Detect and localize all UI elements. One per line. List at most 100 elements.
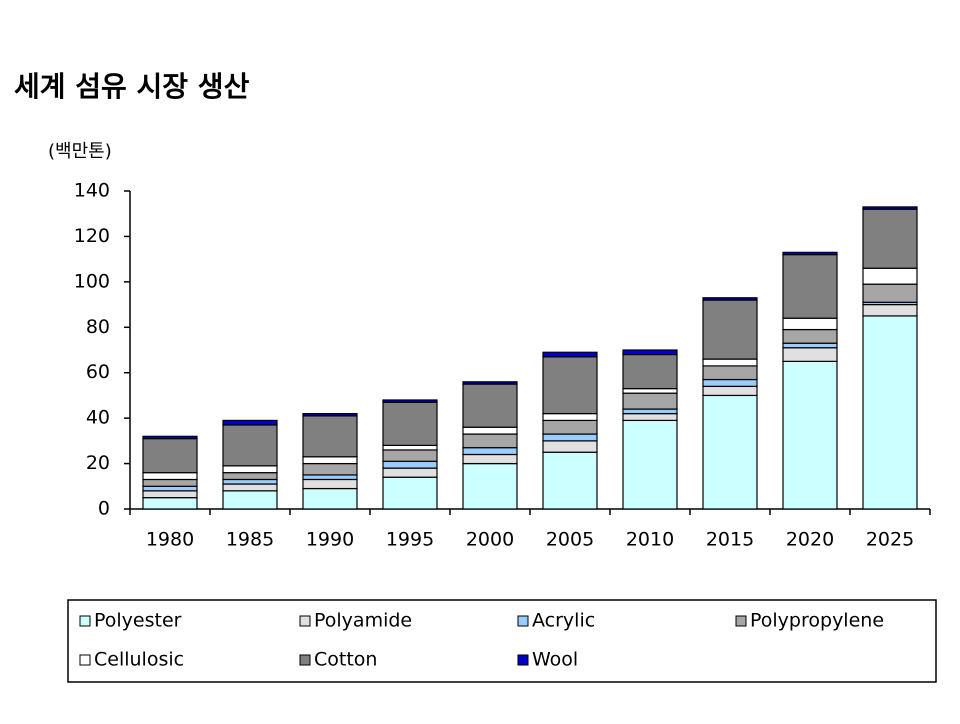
bar-segment — [382, 467, 438, 478]
legend-label: Cotton — [314, 649, 377, 671]
bar-segment — [622, 392, 678, 410]
x-tick-label: 1995 — [386, 529, 434, 551]
bar-segment — [142, 437, 198, 474]
bar-segment — [302, 478, 358, 490]
bar-segment — [782, 360, 838, 510]
y-tick-label: 40 — [86, 407, 110, 429]
bar-segment — [782, 251, 838, 256]
x-tick-label: 2000 — [466, 529, 514, 551]
bar-segment — [702, 299, 758, 360]
legend-label: Polyester — [94, 610, 182, 632]
bar-segment — [382, 401, 438, 447]
bar-segment — [862, 267, 918, 285]
y-axis-label: (백만톤) — [48, 141, 112, 162]
bar-segment — [782, 317, 838, 331]
bar-segment — [382, 476, 438, 510]
bar-segment — [542, 433, 598, 442]
bar-segment — [462, 381, 518, 385]
bar-segment — [462, 462, 518, 510]
bar-segment — [382, 399, 438, 403]
bar-segment — [862, 206, 918, 210]
bar-segment — [302, 487, 358, 510]
bar-segment — [542, 413, 598, 422]
bar-segment — [702, 394, 758, 510]
bar-segment — [622, 419, 678, 510]
legend-swatch — [79, 654, 91, 666]
chart-title: 세계 섬유 시장 생산 — [14, 70, 250, 103]
bar-segment — [462, 453, 518, 465]
y-tick-label: 20 — [86, 452, 110, 474]
bar-segment — [622, 388, 678, 394]
x-tick-label: 1985 — [226, 529, 274, 551]
bar-segment — [302, 415, 358, 458]
bar-segment — [302, 413, 358, 417]
y-tick-label: 60 — [86, 361, 110, 383]
x-tick-label: 2015 — [706, 529, 754, 551]
x-tick-label: 1990 — [306, 529, 354, 551]
bar-segment — [782, 328, 838, 344]
y-tick-label: 100 — [74, 270, 110, 292]
legend-label: Polyamide — [314, 610, 412, 632]
bar-segment — [702, 385, 758, 397]
bar-segment — [142, 497, 198, 510]
legend-label: Acrylic — [532, 610, 595, 632]
bar-segment — [782, 347, 838, 362]
bar-segment — [142, 472, 198, 481]
legend-swatch — [517, 654, 529, 666]
legend-label: Cellulosic — [94, 649, 184, 671]
bar-segment — [302, 462, 358, 476]
bar-segment — [222, 478, 278, 485]
bar-segment — [782, 342, 838, 349]
bar-segment — [222, 472, 278, 481]
bar-segment — [542, 419, 598, 435]
y-tick-label: 80 — [86, 316, 110, 338]
bar-segment — [862, 208, 918, 269]
bar-segment — [142, 435, 198, 440]
legend-label: Polypropylene — [750, 610, 884, 632]
y-tick-label: 120 — [74, 225, 110, 247]
legend-swatch — [735, 615, 747, 627]
bar-segment — [782, 254, 838, 319]
bar-segment — [142, 485, 198, 492]
bar-segment — [222, 424, 278, 467]
x-tick-label: 1980 — [146, 529, 194, 551]
bar-segment — [382, 444, 438, 451]
legend-box — [67, 599, 937, 683]
bar-segment — [222, 490, 278, 510]
bar-segment — [542, 451, 598, 510]
bar-segment — [862, 315, 918, 510]
bar-segment — [462, 433, 518, 449]
x-tick-label: 2010 — [626, 529, 674, 551]
x-tick-label: 2025 — [866, 529, 914, 551]
bar-segment — [702, 297, 758, 301]
bar-segment — [462, 447, 518, 456]
legend-swatch — [79, 615, 91, 627]
bar-segment — [222, 465, 278, 474]
legend-swatch — [517, 615, 529, 627]
bar-segment — [462, 383, 518, 428]
bar-segment — [302, 474, 358, 481]
bar-segment — [622, 408, 678, 415]
bar-segment — [222, 419, 278, 426]
bar-segment — [542, 356, 598, 415]
bar-segment — [142, 490, 198, 499]
legend-swatch — [299, 654, 311, 666]
bar-segment — [302, 456, 358, 465]
bar-segment — [142, 478, 198, 487]
y-tick-label: 0 — [98, 498, 110, 520]
bar-segment — [702, 378, 758, 387]
x-tick-label: 2020 — [786, 529, 834, 551]
x-tick-label: 2005 — [546, 529, 594, 551]
bar-segment — [702, 358, 758, 367]
bar-segment — [862, 303, 918, 317]
y-tick-label: 140 — [74, 180, 110, 202]
bar-segment — [622, 353, 678, 390]
legend-swatch — [299, 615, 311, 627]
bar-segment — [622, 413, 678, 422]
bar-segment — [702, 365, 758, 381]
bar-segment — [542, 351, 598, 358]
bar-segment — [222, 483, 278, 492]
bar-segment — [862, 283, 918, 303]
bar-segment — [542, 440, 598, 453]
